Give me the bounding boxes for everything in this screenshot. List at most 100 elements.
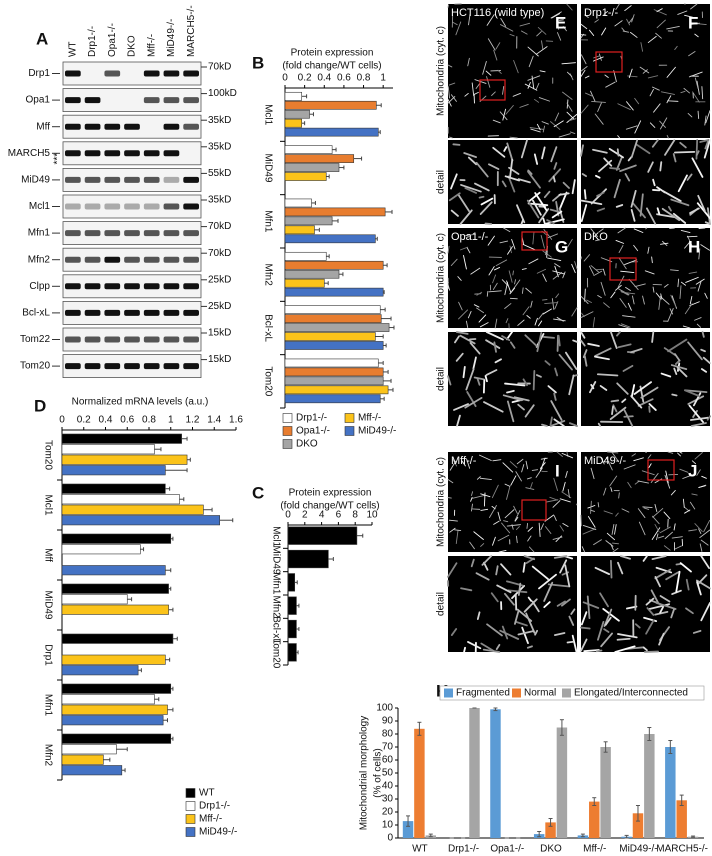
category-label: MiD49 [42, 591, 53, 620]
blot-band [183, 336, 199, 343]
mito-texture [509, 136, 518, 139]
mito-texture [621, 398, 627, 403]
blot-band [183, 230, 199, 237]
mito-texture [675, 570, 681, 593]
bar [61, 704, 168, 715]
blot-band [183, 203, 199, 210]
x-tick-label: 0.4 [99, 415, 113, 426]
mito-texture [506, 486, 511, 500]
error-bar [417, 721, 422, 736]
blot-band [143, 336, 160, 343]
mito-texture [517, 403, 525, 411]
mito-texture [648, 463, 652, 469]
bar [284, 287, 384, 297]
mito-texture [485, 331, 504, 341]
mito-texture [580, 23, 588, 30]
mito-texture [504, 303, 512, 309]
mito-texture [651, 515, 660, 525]
micrograph [448, 228, 577, 328]
mito-texture [532, 370, 536, 391]
mito-texture [699, 529, 711, 539]
error-bar [580, 833, 585, 838]
mito-texture [449, 136, 453, 139]
mito-texture [582, 601, 600, 609]
error-bar [375, 334, 384, 339]
blot-row-label: Mfn1 [28, 228, 51, 239]
error-bar [383, 369, 389, 374]
mito-texture [603, 510, 613, 515]
mito-texture [698, 485, 706, 488]
mito-texture [597, 621, 605, 641]
bar [61, 754, 104, 765]
bar [284, 234, 376, 244]
mito-texture [622, 315, 636, 318]
mito-texture [480, 508, 489, 511]
mito-texture [497, 511, 501, 522]
mito-texture [562, 26, 567, 32]
mito-texture [623, 464, 636, 470]
mito-texture [639, 66, 650, 74]
mito-texture [667, 205, 672, 212]
error-bar [165, 568, 172, 573]
mito-texture [553, 515, 557, 522]
mito-texture [674, 545, 682, 550]
mito-texture [571, 179, 576, 195]
mito-texture [501, 335, 511, 342]
lane-label: MiD49-/- [166, 19, 177, 57]
mito-texture [483, 492, 486, 507]
blot-band [104, 363, 121, 370]
mito-texture [670, 364, 688, 370]
mito-texture [463, 233, 476, 237]
size-marker: 25kD [208, 301, 231, 312]
mito-texture [465, 320, 469, 329]
mito-texture [650, 589, 659, 604]
mito-texture [544, 360, 551, 366]
size-marker: 35kD [208, 141, 231, 152]
mito-texture [689, 207, 700, 214]
mito-texture [527, 535, 532, 542]
mito-texture [568, 374, 575, 396]
mito-texture [542, 273, 547, 282]
mito-texture [527, 81, 531, 89]
stain-label: Mitochondria (cyt. c) [436, 233, 447, 323]
y-tick-label: 10 [382, 820, 394, 831]
legend-swatch [444, 688, 453, 698]
bar [490, 709, 501, 838]
mito-texture [492, 459, 502, 462]
mito-texture [672, 153, 677, 163]
mito-texture [502, 462, 514, 473]
mito-texture [594, 19, 599, 23]
blot-band [84, 230, 101, 237]
mito-texture [581, 312, 585, 318]
mito-texture [597, 295, 602, 299]
blot-band [143, 363, 160, 370]
x-tick-label: 0.6 [120, 415, 134, 426]
detail-label: detail [436, 592, 447, 616]
mito-texture [609, 406, 627, 421]
mito-texture [659, 161, 663, 172]
blot-band [65, 336, 81, 343]
mito-texture [603, 628, 610, 633]
mito-texture [454, 335, 460, 344]
mito-texture [509, 287, 516, 295]
bar [61, 583, 169, 594]
chart-title: Protein expression [291, 48, 374, 59]
mito-texture [505, 318, 509, 324]
mito-texture [553, 418, 565, 427]
mito-texture [470, 267, 481, 275]
mito-texture [493, 520, 500, 525]
mito-texture [660, 242, 669, 245]
mito-texture [520, 30, 528, 35]
mito-texture [580, 204, 588, 223]
bar [284, 154, 355, 163]
mito-texture [558, 133, 571, 138]
mito-texture [492, 274, 497, 284]
mito-texture [523, 598, 538, 613]
mito-texture [522, 244, 536, 251]
mito-texture [546, 219, 555, 225]
blot-band [143, 309, 160, 316]
micrograph-letter: J [688, 461, 697, 480]
mito-texture [449, 460, 457, 471]
mito-texture [447, 4, 449, 8]
legend-swatch [185, 788, 196, 798]
